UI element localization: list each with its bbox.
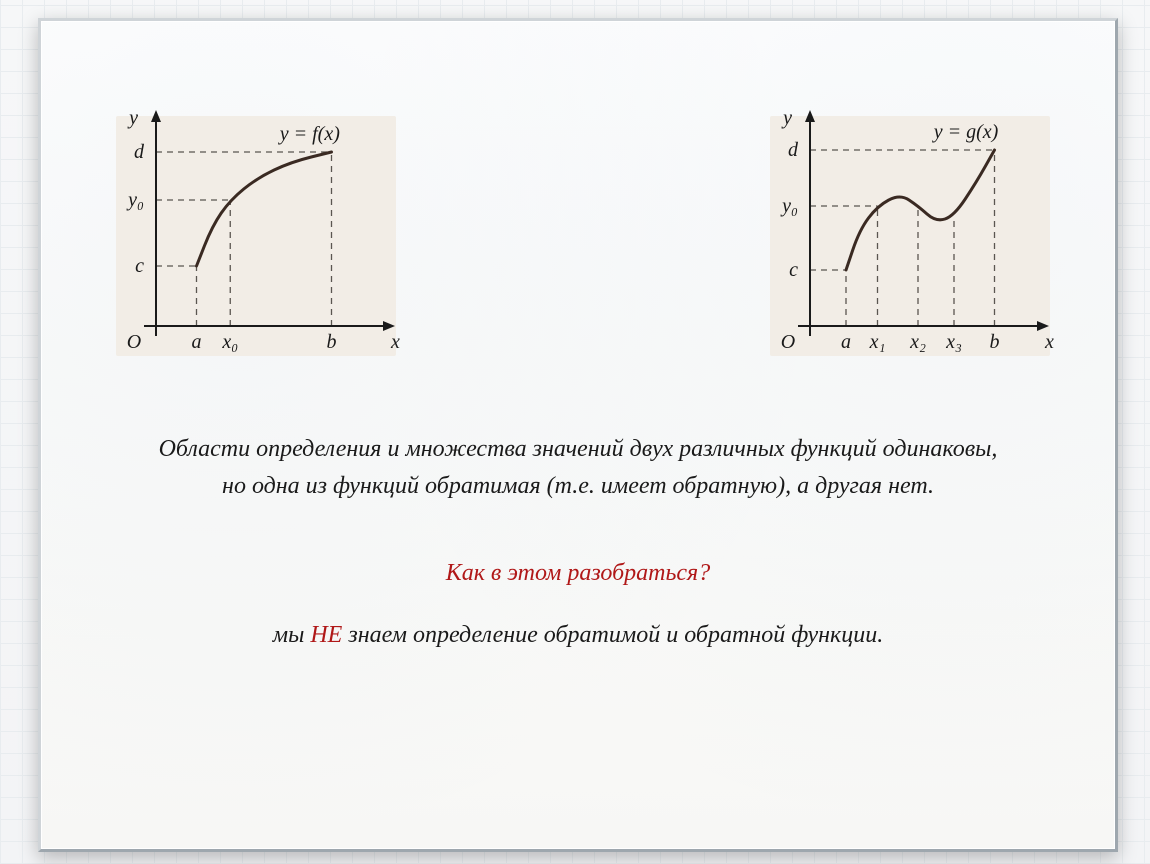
answer-neg: НЕ — [310, 622, 342, 648]
answer-pre: мы — [273, 622, 311, 648]
svg-text:d: d — [134, 141, 145, 163]
chart-right: y x Oy = g(x) a x₁ x₂ x₃ b c y₀ d — [755, 106, 1055, 376]
svg-text:c: c — [135, 255, 144, 277]
svg-text:y₀: y₀ — [780, 195, 798, 217]
svg-text:a: a — [841, 331, 851, 353]
text-block: Области определения и множества значений… — [151, 431, 1005, 653]
svg-text:x₁: x₁ — [869, 331, 886, 353]
svg-text:x₂: x₂ — [909, 331, 926, 353]
svg-text:y = f(x): y = f(x) — [278, 123, 340, 145]
svg-text:O: O — [781, 331, 795, 353]
svg-text:d: d — [788, 139, 799, 161]
svg-text:c: c — [789, 259, 798, 281]
svg-text:a: a — [192, 331, 202, 353]
chart-left: y x Oy = f(x) a x₀ b c y₀ d — [101, 106, 401, 376]
answer-post: знаем определение обратимой и обратной ф… — [342, 622, 883, 648]
question: Как в этом разобраться? — [151, 560, 1005, 587]
svg-text:x₃: x₃ — [945, 331, 962, 353]
svg-text:b: b — [990, 331, 1000, 353]
svg-text:x: x — [390, 331, 400, 353]
svg-text:x: x — [1044, 331, 1054, 353]
chart-right-svg: y x Oy = g(x) a x₁ x₂ x₃ b c y₀ d — [755, 106, 1055, 376]
svg-text:y: y — [127, 107, 138, 129]
answer: мы НЕ знаем определение обратимой и обра… — [151, 617, 1005, 653]
svg-text:x₀: x₀ — [221, 331, 238, 353]
svg-text:y = g(x): y = g(x) — [932, 121, 999, 143]
svg-text:y: y — [781, 107, 792, 129]
svg-text:y₀: y₀ — [126, 189, 144, 211]
svg-text:O: O — [127, 331, 141, 353]
paragraph: Области определения и множества значений… — [151, 431, 1005, 505]
svg-text:b: b — [327, 331, 337, 353]
chart-left-svg: y x Oy = f(x) a x₀ b c y₀ d — [101, 106, 401, 376]
slide-frame: y x Oy = f(x) a x₀ b c y₀ d y x Oy = g(x) a x₁ x₂ x₃ b c… — [38, 18, 1118, 852]
figures-row: y x Oy = f(x) a x₀ b c y₀ d y x Oy = g(x) a x₁ x₂ x₃ b c… — [101, 106, 1055, 376]
